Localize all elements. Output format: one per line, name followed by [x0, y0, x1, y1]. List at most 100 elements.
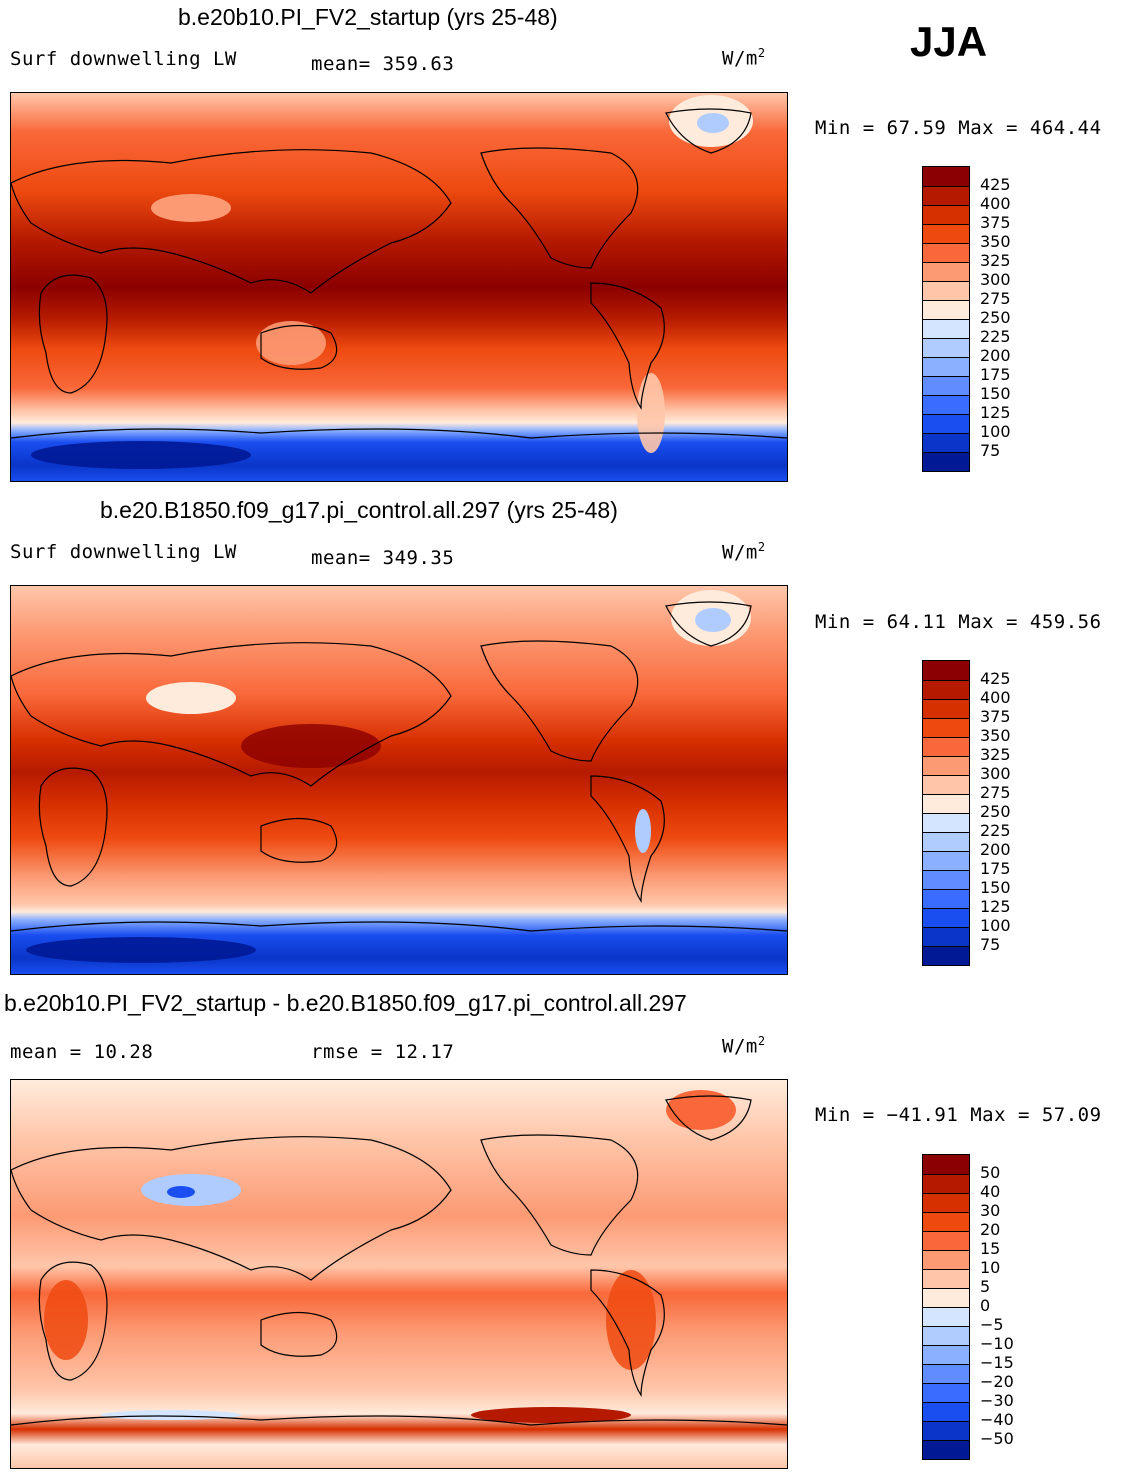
colorbar-swatch — [923, 946, 969, 965]
colorbar-tick-label: 325 — [980, 251, 1011, 270]
colorbar-swatch — [923, 1250, 969, 1269]
colorbar-tick-label: 125 — [980, 403, 1011, 422]
colorbar-swatch — [923, 1174, 969, 1193]
colorbar-tick-label: −30 — [980, 1391, 1014, 1410]
colorbar-swatch — [923, 813, 969, 832]
colorbar-swatch — [923, 167, 969, 186]
colorbar-swatch — [923, 1440, 969, 1459]
colorbar-swatch — [923, 661, 969, 680]
colorbar-tick-label: −20 — [980, 1372, 1014, 1391]
panel3-map — [10, 1079, 788, 1469]
colorbar-tick-label: 10 — [980, 1258, 1001, 1277]
colorbar-swatch — [923, 699, 969, 718]
panel2-left-label: Surf downwelling LW — [10, 541, 237, 563]
colorbar-swatch — [923, 224, 969, 243]
panel2-mean-label: mean= 349.35 — [311, 547, 455, 569]
colorbar-swatch — [923, 281, 969, 300]
colorbar-swatch — [923, 794, 969, 813]
colorbar-tick-label: −15 — [980, 1353, 1014, 1372]
colorbar-tick-label: 225 — [980, 327, 1011, 346]
panel3-map-field — [11, 1080, 787, 1468]
panel3-mean-label: mean = 10.28 — [10, 1041, 154, 1063]
panel2-map-field — [11, 586, 787, 974]
colorbar-tick-label: 300 — [980, 270, 1011, 289]
colorbar-tick-label: 400 — [980, 194, 1011, 213]
colorbar-tick-label: 200 — [980, 840, 1011, 859]
panel1-title: b.e20b10.PI_FV2_startup (yrs 25-48) — [178, 4, 558, 30]
colorbar-tick-label: 75 — [980, 441, 1001, 460]
colorbar-tick-label: 175 — [980, 859, 1011, 878]
colorbar-swatch — [923, 376, 969, 395]
colorbar-swatch — [923, 319, 969, 338]
colorbar-tick-label: 150 — [980, 878, 1011, 897]
panel3-minmax: Min = −41.91 Max = 57.09 — [815, 1104, 1102, 1126]
colorbar-swatch — [923, 870, 969, 889]
panel1-units: W/m2 — [722, 46, 766, 70]
colorbar-tick-label: 425 — [980, 175, 1011, 194]
panel2-colorbar — [922, 660, 970, 966]
colorbar-tick-label: 375 — [980, 707, 1011, 726]
colorbar-swatch — [923, 1155, 969, 1174]
panel1-minmax: Min = 67.59 Max = 464.44 — [815, 117, 1102, 139]
colorbar-swatch — [923, 300, 969, 319]
colorbar-tick-label: 225 — [980, 821, 1011, 840]
colorbar-tick-label: 250 — [980, 802, 1011, 821]
colorbar-swatch — [923, 889, 969, 908]
colorbar-tick-label: 300 — [980, 764, 1011, 783]
colorbar-swatch — [923, 262, 969, 281]
colorbar-swatch — [923, 414, 969, 433]
colorbar-swatch — [923, 1364, 969, 1383]
colorbar-tick-label: 175 — [980, 365, 1011, 384]
colorbar-swatch — [923, 205, 969, 224]
colorbar-swatch — [923, 243, 969, 262]
colorbar-swatch — [923, 1326, 969, 1345]
colorbar-swatch — [923, 1402, 969, 1421]
colorbar-tick-label: 20 — [980, 1220, 1001, 1239]
colorbar-swatch — [923, 1345, 969, 1364]
colorbar-tick-label: 400 — [980, 688, 1011, 707]
panel3-colorbar — [922, 1154, 970, 1460]
colorbar-tick-label: 250 — [980, 308, 1011, 327]
panel1-colorbar — [922, 166, 970, 472]
colorbar-swatch — [923, 452, 969, 471]
colorbar-tick-label: 425 — [980, 669, 1011, 688]
colorbar-tick-label: 375 — [980, 213, 1011, 232]
colorbar-swatch — [923, 1231, 969, 1250]
colorbar-swatch — [923, 186, 969, 205]
colorbar-tick-label: 125 — [980, 897, 1011, 916]
panel2-title: b.e20.B1850.f09_g17.pi_control.all.297 (… — [100, 497, 618, 523]
colorbar-tick-label: 30 — [980, 1201, 1001, 1220]
colorbar-swatch — [923, 1307, 969, 1326]
colorbar-swatch — [923, 851, 969, 870]
colorbar-swatch — [923, 433, 969, 452]
colorbar-swatch — [923, 1269, 969, 1288]
colorbar-swatch — [923, 927, 969, 946]
colorbar-tick-label: 200 — [980, 346, 1011, 365]
colorbar-swatch — [923, 1212, 969, 1231]
colorbar-tick-label: 325 — [980, 745, 1011, 764]
colorbar-tick-label: 0 — [980, 1296, 991, 1315]
colorbar-swatch — [923, 338, 969, 357]
colorbar-tick-label: 50 — [980, 1163, 1001, 1182]
panel2-map — [10, 585, 788, 975]
colorbar-tick-label: −5 — [980, 1315, 1004, 1334]
colorbar-swatch — [923, 832, 969, 851]
colorbar-tick-label: −10 — [980, 1334, 1014, 1353]
colorbar-tick-label: 5 — [980, 1277, 991, 1296]
panel1-left-label: Surf downwelling LW — [10, 48, 237, 70]
colorbar-swatch — [923, 357, 969, 376]
colorbar-swatch — [923, 775, 969, 794]
panel1-map — [10, 92, 788, 482]
colorbar-swatch — [923, 1288, 969, 1307]
colorbar-swatch — [923, 737, 969, 756]
colorbar-tick-label: 275 — [980, 783, 1011, 802]
panel3-units: W/m2 — [722, 1034, 766, 1058]
colorbar-tick-label: 350 — [980, 726, 1011, 745]
colorbar-swatch — [923, 908, 969, 927]
colorbar-swatch — [923, 1383, 969, 1402]
colorbar-tick-label: −40 — [980, 1410, 1014, 1429]
colorbar-swatch — [923, 680, 969, 699]
panel2-units: W/m2 — [722, 540, 766, 564]
panel1-mean-label: mean= 359.63 — [311, 53, 455, 75]
colorbar-tick-label: 75 — [980, 935, 1001, 954]
